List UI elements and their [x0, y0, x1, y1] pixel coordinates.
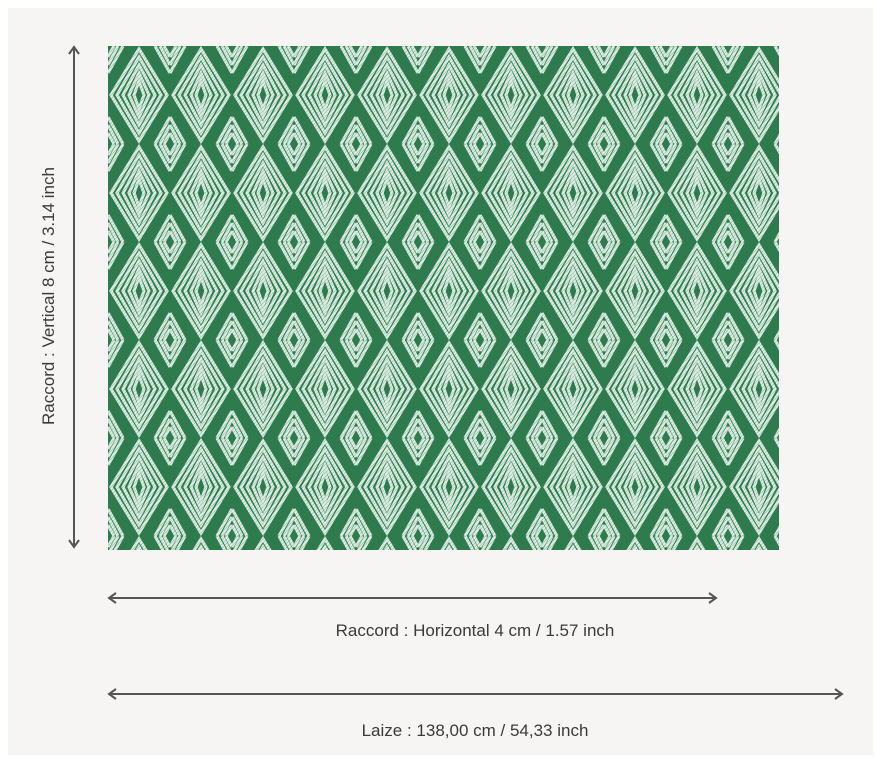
fabric-width-label: Laize : 138,00 cm / 54,33 inch — [361, 721, 589, 740]
vertical-repeat-label: Raccord : Vertical 8 cm / 3.14 inch — [39, 167, 58, 425]
fabric-pattern — [108, 46, 779, 550]
horizontal-repeat-label: Raccord : Horizontal 4 cm / 1.57 inch — [335, 621, 615, 640]
vertical-repeat-arrow — [68, 45, 80, 549]
fabric-swatch — [108, 46, 779, 550]
fabric-width-arrow — [107, 688, 844, 700]
horizontal-repeat-arrow — [107, 592, 718, 604]
